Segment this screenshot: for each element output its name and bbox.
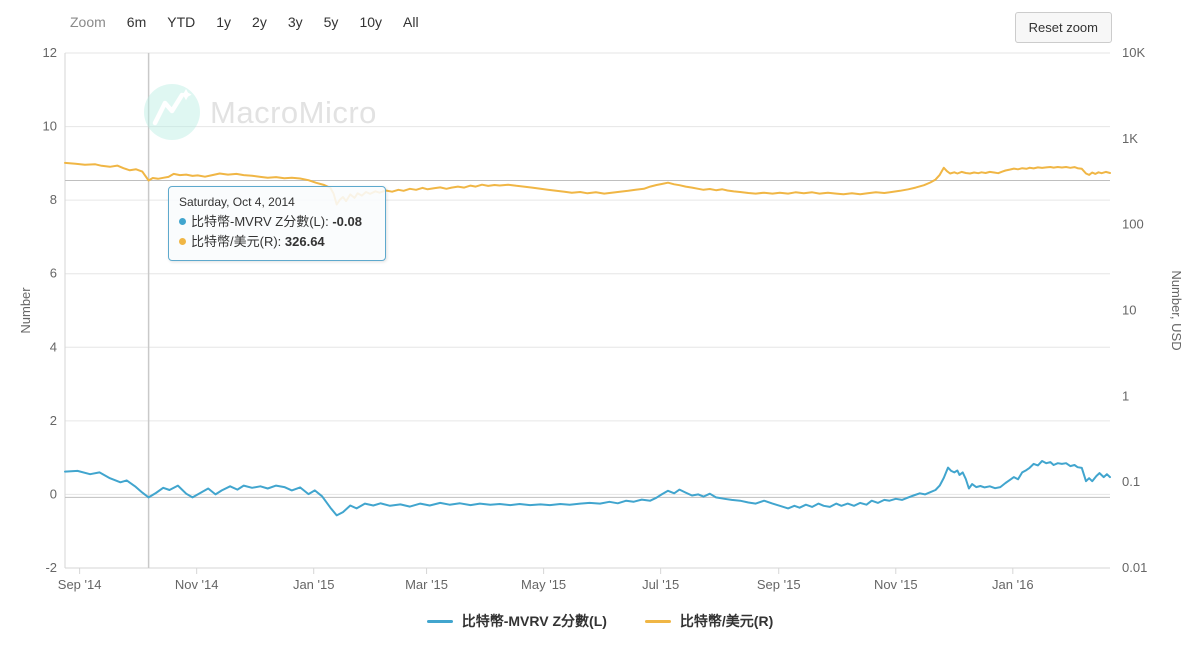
zoom-label: Zoom xyxy=(70,14,106,30)
x-tick-label: May '15 xyxy=(521,577,566,592)
series-line-price[interactable] xyxy=(64,161,1111,206)
tooltip-label: 比特幣/美元(R): xyxy=(191,234,285,249)
x-tick-label: Jan '15 xyxy=(293,577,335,592)
range-button-5y[interactable]: 5y xyxy=(323,14,339,30)
tooltip-value: 326.64 xyxy=(284,234,325,249)
y-right-axis-title: Number, USD xyxy=(1169,270,1184,350)
legend-item-mvrv[interactable]: 比特幣-MVRV Z分數(L) xyxy=(426,611,607,631)
x-tick-label: Sep '14 xyxy=(58,577,102,592)
legend-marker-blue-icon xyxy=(426,619,453,623)
range-selector: Zoom 6m YTD 1y 2y 3y 5y 10y All xyxy=(70,14,419,30)
x-tick-label: Mar '15 xyxy=(405,577,448,592)
y-right-tick-label: 0.01 xyxy=(1122,560,1147,575)
y-right-tick-label: 1 xyxy=(1122,388,1129,403)
range-button-2y[interactable]: 2y xyxy=(252,14,267,30)
legend-item-price[interactable]: 比特幣/美元(R) xyxy=(644,611,774,631)
reset-zoom-button[interactable]: Reset zoom xyxy=(1014,12,1112,43)
y-left-tick-label: -2 xyxy=(45,560,57,575)
y-left-tick-label: 4 xyxy=(50,339,57,354)
y-left-tick-label: 2 xyxy=(50,413,57,428)
tooltip-date: Saturday, Oct 4, 2014 xyxy=(179,195,295,209)
tooltip-value: -0.08 xyxy=(332,214,362,229)
logo-star-icon xyxy=(180,89,192,101)
range-button-10y[interactable]: 10y xyxy=(359,14,383,30)
x-tick-label: Nov '15 xyxy=(874,577,918,592)
y-left-axis-title: Number xyxy=(18,287,33,334)
series-dot-blue-icon xyxy=(179,218,186,225)
range-button-all[interactable]: All xyxy=(403,14,419,30)
range-button-1y[interactable]: 1y xyxy=(216,14,232,30)
y-left-tick-label: 10 xyxy=(43,119,57,134)
y-right-tick-label: 10 xyxy=(1122,303,1136,318)
tooltip-row-price: 比特幣/美元(R): 326.64 xyxy=(179,232,375,252)
y-left-tick-label: 6 xyxy=(50,266,57,281)
range-button-ytd[interactable]: YTD xyxy=(167,14,196,30)
y-right-tick-label: 10K xyxy=(1122,45,1145,60)
y-right-tick-label: 100 xyxy=(1122,217,1144,232)
legend-label: 比特幣/美元(R) xyxy=(679,613,774,629)
range-button-3y[interactable]: 3y xyxy=(287,14,303,30)
range-button-6m[interactable]: 6m xyxy=(126,14,147,30)
y-left-tick-label: 0 xyxy=(50,486,57,501)
legend: 比特幣-MVRV Z分數(L) 比特幣/美元(R) xyxy=(0,611,1200,631)
x-tick-label: Jul '15 xyxy=(642,577,679,592)
legend-label: 比特幣-MVRV Z分數(L) xyxy=(461,613,607,629)
legend-marker-orange-icon xyxy=(644,619,671,623)
y-right-tick-label: 1K xyxy=(1122,131,1138,146)
logo-mountain-icon xyxy=(152,92,185,126)
chart-tooltip: Saturday, Oct 4, 2014 比特幣-MVRV Z分數(L): -… xyxy=(168,186,386,261)
y-left-tick-label: 12 xyxy=(43,45,57,60)
series-dot-orange-icon xyxy=(179,238,186,245)
y-right-tick-label: 0.1 xyxy=(1122,474,1140,489)
tooltip-label: 比特幣-MVRV Z分數(L): xyxy=(191,214,333,229)
x-tick-label: Sep '15 xyxy=(757,577,801,592)
y-left-tick-label: 8 xyxy=(50,192,57,207)
x-tick-label: Jan '16 xyxy=(992,577,1034,592)
watermark-brand-text: MacroMicro xyxy=(210,95,377,130)
tooltip-row-mvrv: 比特幣-MVRV Z分數(L): -0.08 xyxy=(179,212,375,232)
x-tick-label: Nov '14 xyxy=(175,577,219,592)
series-line-mvrv[interactable] xyxy=(64,460,1111,517)
